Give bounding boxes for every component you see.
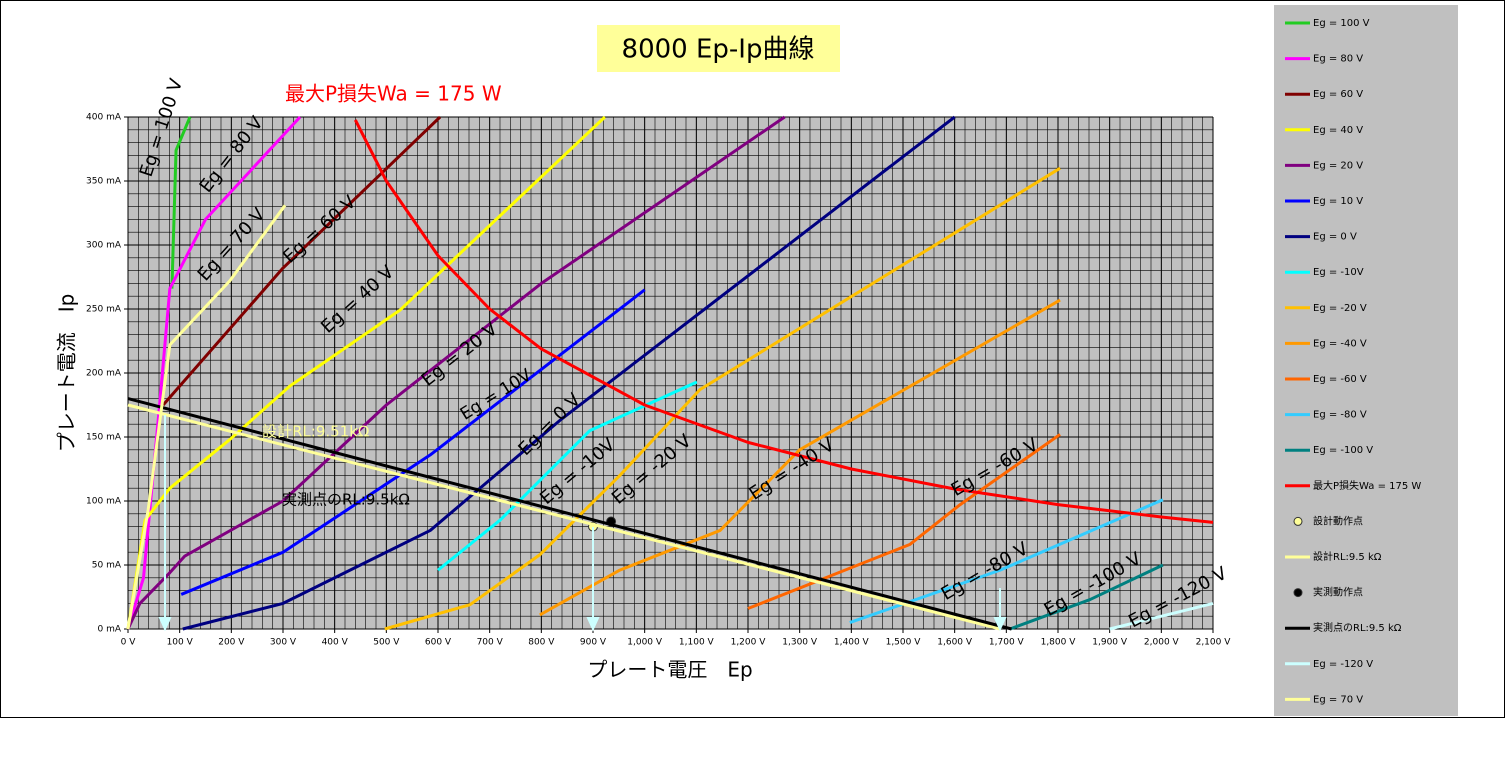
x-tick-label: 100 V [167, 638, 194, 648]
curve [162, 115, 442, 406]
legend-label: 設計RL:9.5 kΩ [1313, 550, 1382, 563]
curve [127, 397, 1012, 631]
legend-marker [1293, 516, 1303, 526]
x-tick-label: 500 V [373, 638, 400, 648]
curve [849, 498, 1164, 625]
curve [1109, 601, 1214, 631]
x-tick-label: 400 V [322, 638, 349, 648]
x-tick-label: 2,000 V [1144, 638, 1180, 648]
legend-label: Eg = 70 V [1313, 694, 1363, 705]
x-tick-label: 800 V [528, 638, 555, 648]
legend-label: Eg = 10 V [1313, 196, 1363, 207]
x-tick-label: 0 V [121, 638, 137, 648]
curve [126, 115, 786, 630]
legend-label: Eg = 100 V [1313, 18, 1370, 29]
arrow-head [586, 617, 600, 632]
x-tick-label: 1,300 V [782, 638, 818, 648]
x-tick-label: 1,100 V [679, 638, 715, 648]
arrow-head [158, 617, 172, 632]
x-tick-label: 1,500 V [886, 638, 922, 648]
x-tick-label: 900 V [580, 638, 607, 648]
legend-label: Eg = -10V [1313, 267, 1364, 278]
x-tick-label: 1,900 V [1092, 638, 1128, 648]
y-tick-label: 200 mA [86, 369, 122, 379]
title-box [597, 25, 840, 72]
legend-label: Eg = -20 V [1313, 303, 1367, 314]
legend-label: Eg = -60 V [1313, 374, 1367, 385]
curve [127, 403, 1001, 631]
legend-label: Eg = 20 V [1313, 160, 1363, 171]
chart-title: 8000 Ep-Ip曲線 [622, 35, 815, 65]
annotation: 実測点のRL:9.5kΩ [282, 491, 410, 509]
x-tick-label: 300 V [270, 638, 297, 648]
curve [126, 115, 302, 630]
x-axis-label: プレート電圧 Ep [587, 658, 752, 682]
curve [180, 288, 646, 596]
arrows [158, 415, 1007, 632]
x-tick-label: 1,600 V [937, 638, 973, 648]
annotation: 設計RL:9.51kΩ [262, 423, 369, 441]
y-tick-label: 350 mA [86, 177, 122, 187]
curve [182, 115, 956, 631]
legend-label: 設計動作点 [1313, 514, 1363, 527]
curve [353, 119, 1214, 524]
y-tick-label: 300 mA [86, 241, 122, 251]
x-tick-label: 600 V [425, 638, 452, 648]
curve [747, 433, 1061, 610]
curve [126, 204, 287, 630]
curve [437, 380, 698, 572]
x-tick-label: 1,400 V [834, 638, 870, 648]
x-tick-label: 200 V [218, 638, 245, 648]
legend-label: Eg = -80 V [1313, 410, 1367, 421]
x-tick-label: 1,200 V [731, 638, 767, 648]
y-tick-label: 150 mA [86, 433, 122, 443]
legend-label: Eg = 0 V [1313, 232, 1357, 243]
y-tick-label: 0 mA [97, 625, 121, 635]
y-tick-label: 250 mA [86, 305, 122, 315]
y-axis-label: プレート電流 Ip [55, 294, 79, 453]
x-tick-label: 1,800 V [1041, 638, 1077, 648]
y-tick-label: 50 mA [92, 561, 122, 571]
legend-label: Eg = -40 V [1313, 338, 1367, 349]
x-tick-label: 700 V [477, 638, 504, 648]
legend [1274, 5, 1458, 716]
x-tick-label: 1,700 V [989, 638, 1025, 648]
legend-label: Eg = 40 V [1313, 125, 1363, 136]
curve [170, 116, 192, 289]
arrow-head [993, 617, 1007, 632]
legend-label: Eg = -100 V [1313, 445, 1373, 456]
legend-label: 最大P損失Wa = 175 W [1313, 479, 1421, 492]
x-tick-label: 2,100 V [1196, 638, 1232, 648]
legend-label: Eg = 60 V [1313, 89, 1363, 100]
legend-label: Eg = 80 V [1313, 54, 1363, 65]
legend-label: 実測点のRL:9.5 kΩ [1313, 621, 1402, 634]
legend-marker [1293, 588, 1303, 598]
curve [1009, 563, 1164, 631]
x-tick-label: 1,000 V [627, 638, 663, 648]
legend-label: Eg = -120 V [1313, 659, 1373, 670]
legend-label: 実測動作点 [1313, 586, 1363, 599]
annotation: 最大P損失Wa = 175 W [285, 82, 502, 106]
y-tick-label: 100 mA [86, 497, 122, 507]
y-tick-label: 400 mA [86, 113, 122, 123]
